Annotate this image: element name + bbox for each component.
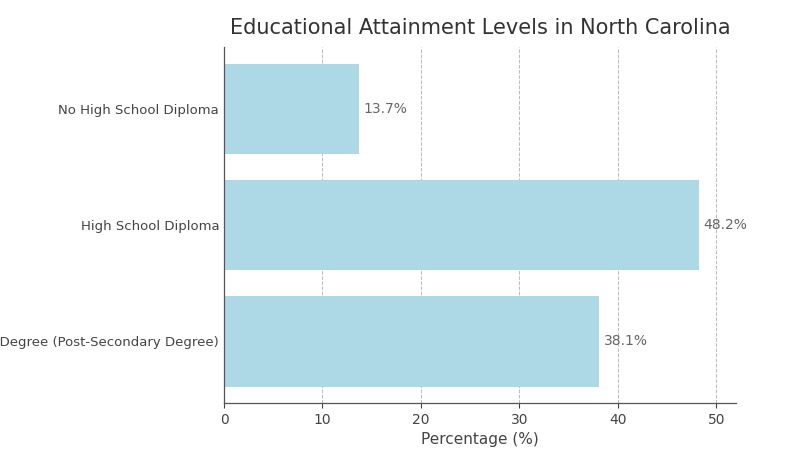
- Bar: [224, 64, 359, 154]
- Bar: [224, 296, 599, 387]
- Bar: [224, 180, 698, 271]
- X-axis label: Percentage (%): Percentage (%): [421, 432, 539, 447]
- Text: 13.7%: 13.7%: [364, 102, 408, 116]
- Title: Educational Attainment Levels in North Carolina: Educational Attainment Levels in North C…: [230, 18, 730, 37]
- Text: 48.2%: 48.2%: [703, 218, 747, 232]
- Text: 38.1%: 38.1%: [604, 334, 648, 348]
